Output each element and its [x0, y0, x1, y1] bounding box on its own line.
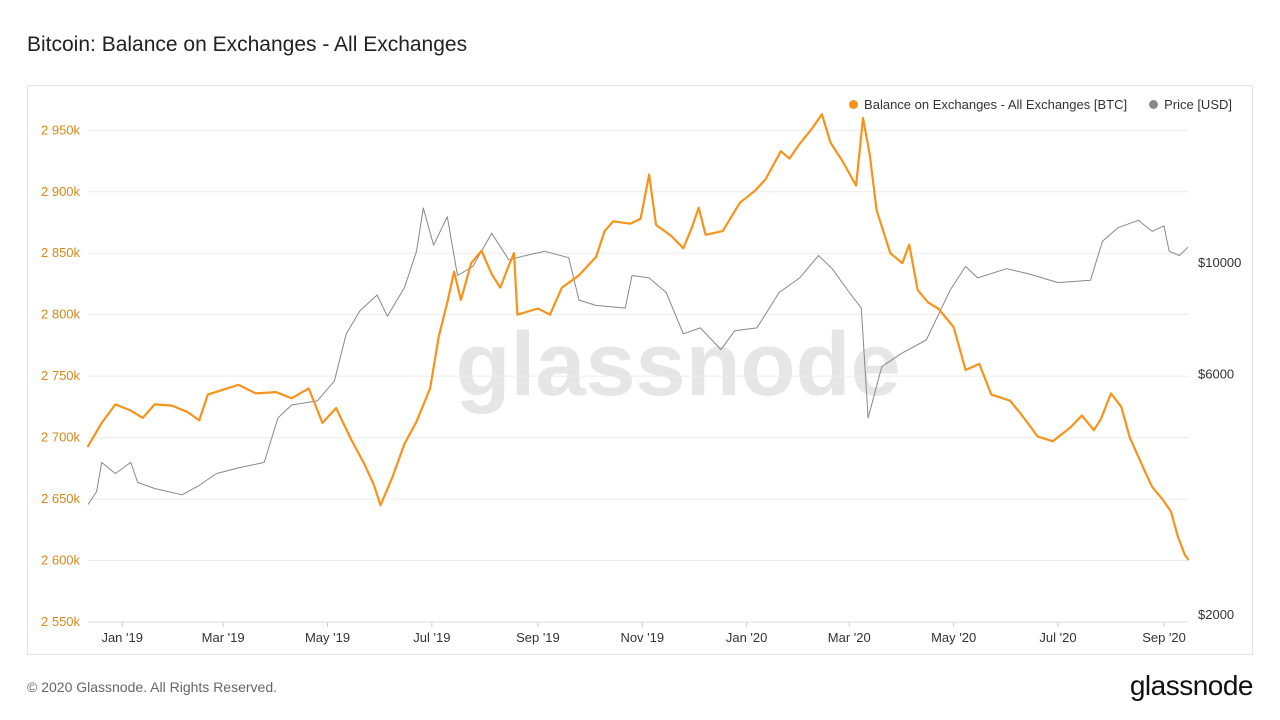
legend-item-balance[interactable]: Balance on Exchanges - All Exchanges [BT… — [849, 97, 1127, 112]
left-tick-label: 2 750k — [41, 368, 81, 383]
left-tick-label: 2 900k — [41, 184, 81, 199]
x-tick-label: Jul '20 — [1039, 630, 1076, 645]
left-tick-label: 2 950k — [41, 122, 81, 137]
brand-logo[interactable]: glassnode — [1129, 670, 1254, 701]
x-tick-label: Sep '19 — [516, 630, 560, 645]
left-tick-label: 2 700k — [41, 430, 81, 445]
right-tick-label: $10000 — [1198, 255, 1241, 270]
x-tick-label: Sep '20 — [1142, 630, 1186, 645]
legend-item-price[interactable]: Price [USD] — [1149, 97, 1232, 112]
left-tick-label: 2 600k — [41, 553, 81, 568]
x-tick-label: Nov '19 — [620, 630, 664, 645]
x-tick-label: Jan '20 — [726, 630, 768, 645]
legend-dot-price — [1149, 100, 1159, 109]
price-series-line — [87, 207, 1189, 505]
chart-title: Bitcoin: Balance on Exchanges - All Exch… — [27, 33, 468, 56]
legend-label-balance: Balance on Exchanges - All Exchanges [BT… — [864, 97, 1128, 112]
balance-series-line — [86, 113, 1190, 561]
copyright-text: © 2020 Glassnode. All Rights Reserved. — [27, 679, 278, 695]
legend-label-price: Price [USD] — [1164, 97, 1232, 112]
right-tick-label: $2000 — [1198, 607, 1234, 622]
chart-frame — [27, 85, 1253, 655]
left-tick-label: 2 850k — [41, 245, 81, 260]
x-tick-label: Mar '19 — [202, 630, 245, 645]
x-tick-label: May '20 — [931, 630, 976, 645]
left-tick-label: 2 550k — [41, 614, 81, 629]
legend: Balance on Exchanges - All Exchanges [BT… — [849, 97, 1232, 112]
x-tick-label: May '19 — [305, 630, 350, 645]
x-tick-label: Jan '19 — [101, 630, 143, 645]
left-tick-label: 2 800k — [41, 307, 81, 322]
left-tick-label: 2 650k — [41, 491, 81, 506]
watermark: glassnode — [455, 315, 900, 415]
legend-dot-balance — [849, 100, 859, 109]
right-tick-label: $6000 — [1198, 367, 1234, 382]
x-tick-label: Jul '19 — [413, 630, 450, 645]
x-tick-label: Mar '20 — [828, 630, 871, 645]
